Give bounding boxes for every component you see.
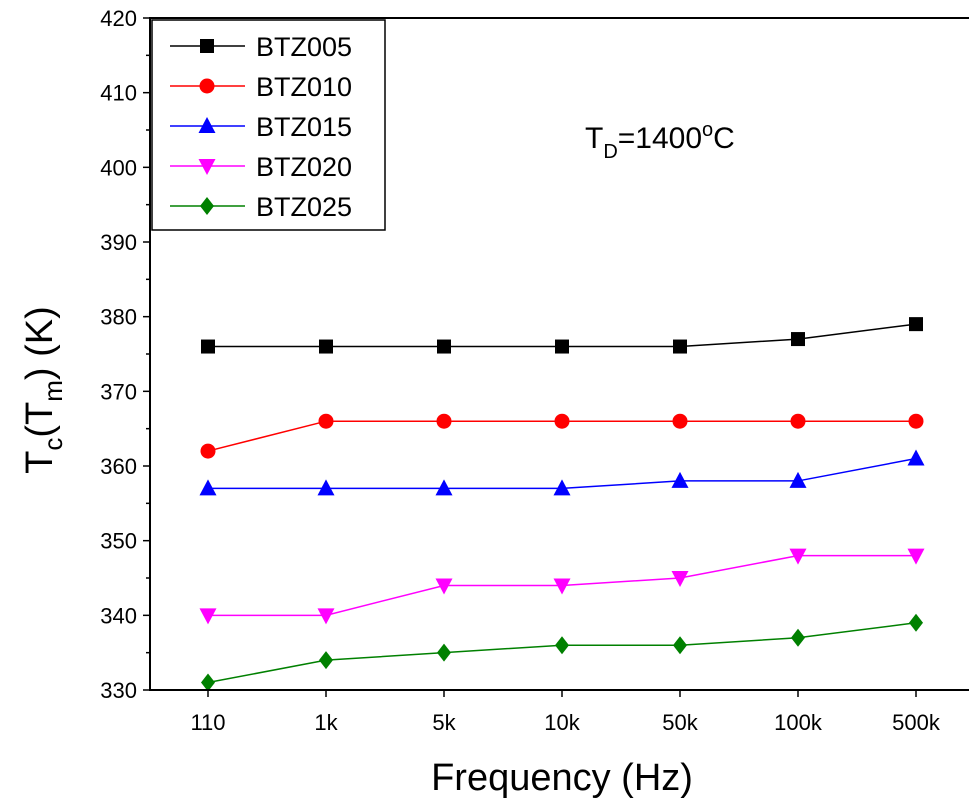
y-tick-label: 370 bbox=[100, 379, 137, 404]
data-point bbox=[671, 571, 689, 587]
legend-items: BTZ005 BTZ010 BTZ015 BTZ020 BTZ025 bbox=[170, 32, 352, 222]
legend-label: BTZ020 bbox=[256, 152, 352, 182]
y-axis-title-sub2: m bbox=[38, 380, 68, 402]
ticks-layer: 330 340 350 360 370 380 390 400 410 420 110 1k 5k 10k… bbox=[100, 6, 941, 735]
legend-marker bbox=[198, 117, 216, 133]
x-tick-label: 50k bbox=[662, 710, 698, 735]
y-tick-label: 410 bbox=[100, 81, 137, 106]
legend-box bbox=[151, 19, 386, 231]
y-tick-label: 350 bbox=[100, 529, 137, 554]
annotation-sub: D bbox=[603, 141, 617, 163]
data-point bbox=[553, 479, 571, 496]
data-point bbox=[907, 548, 925, 565]
series-layer bbox=[199, 317, 925, 692]
data-point bbox=[673, 636, 687, 655]
data-point bbox=[671, 471, 689, 488]
data-point bbox=[553, 578, 571, 595]
data-point bbox=[318, 413, 334, 429]
data-point bbox=[907, 449, 925, 466]
legend-item-BTZ025: BTZ025 bbox=[170, 192, 352, 222]
y-tick-label: 340 bbox=[100, 603, 137, 628]
annotation-tail: C bbox=[713, 122, 735, 155]
y-axis-title-tail: ) (K) bbox=[19, 306, 61, 380]
annotation-mid: =1400 bbox=[618, 122, 702, 155]
x-tick-label: 10k bbox=[544, 710, 580, 735]
data-point bbox=[908, 413, 924, 429]
annotation-td: TD=1400oC bbox=[585, 119, 735, 163]
legend-label: BTZ010 bbox=[256, 72, 352, 102]
y-tick-label: 380 bbox=[100, 305, 137, 330]
data-point bbox=[672, 413, 688, 429]
legend-marker bbox=[200, 197, 214, 215]
legend-item-BTZ010: BTZ010 bbox=[170, 72, 352, 102]
series-BTZ025 bbox=[201, 613, 923, 692]
legend-label: BTZ025 bbox=[256, 192, 352, 222]
data-point bbox=[435, 479, 453, 496]
data-point bbox=[435, 578, 453, 595]
annotation-sup: o bbox=[702, 119, 713, 141]
data-point bbox=[436, 413, 452, 429]
data-point bbox=[789, 548, 807, 565]
legend-item-BTZ020: BTZ020 bbox=[170, 152, 352, 182]
y-tick-label: 390 bbox=[100, 230, 137, 255]
data-point bbox=[790, 413, 806, 429]
legend-label: BTZ005 bbox=[256, 32, 352, 62]
x-tick-label: 100k bbox=[774, 710, 823, 735]
series-BTZ015 bbox=[199, 449, 925, 496]
y-axis-title: Tc(Tm) (K) bbox=[19, 306, 68, 474]
data-point bbox=[437, 643, 451, 662]
data-point bbox=[199, 608, 217, 625]
y-tick-label: 360 bbox=[100, 454, 137, 479]
data-point bbox=[199, 479, 217, 496]
series-BTZ005 bbox=[201, 317, 923, 354]
y-tick-label: 420 bbox=[100, 6, 137, 31]
data-point bbox=[200, 443, 216, 459]
data-point bbox=[317, 608, 335, 625]
y-axis-title-sub1: c bbox=[38, 438, 68, 451]
y-tick-label: 330 bbox=[100, 678, 137, 703]
data-point bbox=[555, 339, 569, 354]
data-point bbox=[789, 471, 807, 488]
data-point bbox=[317, 479, 335, 496]
y-axis-title-mid: (T bbox=[19, 402, 61, 438]
legend-marker bbox=[199, 78, 215, 94]
data-point bbox=[909, 317, 923, 332]
legend-item-BTZ015: BTZ015 bbox=[170, 112, 352, 142]
x-tick-label: 1k bbox=[314, 710, 338, 735]
data-point bbox=[673, 339, 687, 354]
data-point bbox=[555, 636, 569, 655]
data-point bbox=[791, 332, 805, 347]
data-point bbox=[791, 628, 805, 647]
series-BTZ010 bbox=[200, 413, 924, 459]
y-tick-label: 400 bbox=[100, 155, 137, 180]
x-tick-label: 500k bbox=[892, 710, 941, 735]
legend: BTZ005 BTZ010 BTZ015 BTZ020 BTZ025 bbox=[151, 19, 386, 231]
data-point bbox=[437, 339, 451, 354]
legend-marker bbox=[200, 39, 214, 53]
legend-item-BTZ005: BTZ005 bbox=[170, 32, 352, 62]
data-point bbox=[201, 673, 215, 692]
data-point bbox=[201, 339, 215, 354]
series-BTZ020 bbox=[199, 548, 925, 625]
x-tick-label: 110 bbox=[190, 710, 225, 735]
legend-label: BTZ015 bbox=[256, 112, 352, 142]
data-point bbox=[319, 651, 333, 670]
data-point bbox=[909, 613, 923, 632]
x-tick-label: 5k bbox=[432, 710, 456, 735]
legend-marker bbox=[198, 159, 216, 175]
x-axis-title: Frequency (Hz) bbox=[431, 757, 693, 799]
data-point bbox=[554, 413, 570, 429]
data-point bbox=[319, 339, 333, 354]
